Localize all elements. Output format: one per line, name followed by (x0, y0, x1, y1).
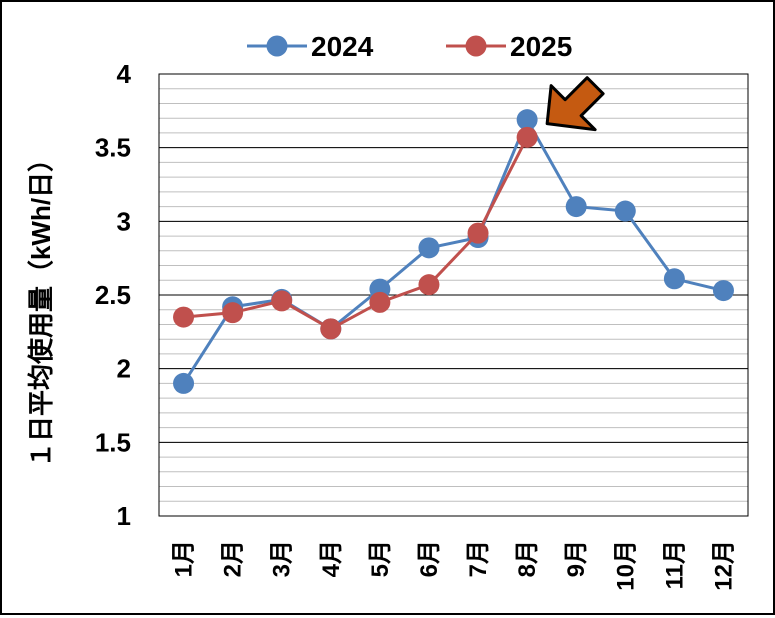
y-tick-label: 1.5 (95, 427, 131, 457)
legend-label: 2025 (510, 31, 572, 62)
x-category-label: 1月 (171, 540, 198, 577)
y-tick-label: 3 (117, 206, 131, 236)
series-2024 (173, 109, 734, 394)
data-point (418, 274, 440, 296)
data-point (418, 237, 440, 259)
plot-area (158, 73, 749, 517)
series-layer (173, 109, 734, 394)
x-category-label: 12月 (710, 540, 737, 591)
x-category-label: 9月 (563, 540, 590, 577)
y-tick-label: 2.5 (95, 280, 131, 310)
x-category-label: 10月 (612, 540, 639, 591)
data-point (173, 306, 195, 328)
x-category-label: 5月 (367, 540, 394, 577)
x-category-label: 7月 (465, 540, 492, 577)
x-category-label: 4月 (318, 540, 345, 577)
data-point (369, 291, 391, 313)
x-category-label: 6月 (416, 540, 443, 577)
data-point (467, 222, 489, 244)
series-2025 (173, 126, 538, 340)
data-point (271, 290, 293, 312)
data-point (663, 268, 685, 290)
data-point (320, 318, 342, 340)
legend-item: 2025 (446, 31, 572, 62)
y-tick-label: 1 (117, 501, 131, 531)
x-category-label: 11月 (661, 540, 688, 589)
annotation-arrow-icon (545, 76, 605, 132)
legend-marker (465, 35, 487, 57)
y-axis-ticks: 1 1.5 2 2.5 3 3.5 4 (95, 59, 132, 531)
legend-label: 2024 (311, 31, 374, 62)
legend: 2024 2025 (247, 31, 572, 62)
legend-marker (266, 35, 288, 57)
legend-item: 2024 (247, 31, 374, 62)
series-line (182, 116, 724, 385)
x-axis-categories: 1月 2月 3月 4月 5月 6月 7月 8月 9月 10月 11月 12月 (171, 540, 738, 591)
arrow-icon (545, 76, 605, 132)
x-category-label: 8月 (514, 540, 541, 577)
x-category-label: 3月 (269, 540, 296, 577)
data-point (516, 109, 538, 131)
major-gridlines (159, 73, 748, 517)
y-tick-label: 2 (117, 354, 131, 384)
data-point (712, 280, 734, 302)
data-point (565, 196, 587, 218)
y-axis-label: １日平均使用量（kWh/日） (26, 146, 56, 468)
x-category-label: 2月 (220, 540, 247, 577)
data-point (516, 126, 538, 148)
y-tick-label: 3.5 (95, 133, 131, 163)
y-tick-label: 4 (117, 59, 132, 89)
data-point (222, 302, 244, 324)
data-point (173, 372, 195, 394)
data-point (614, 200, 636, 222)
